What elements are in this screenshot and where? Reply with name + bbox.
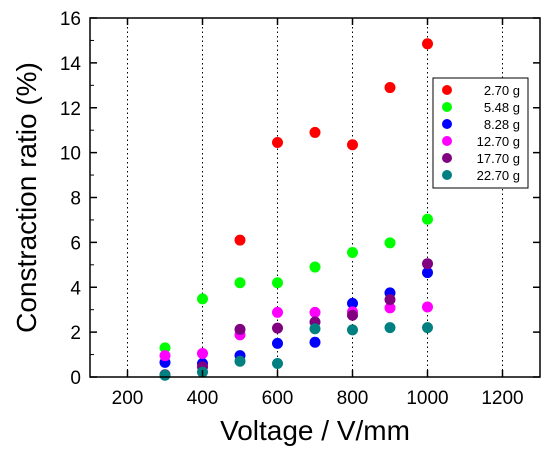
legend-entry: 8.28 g (484, 117, 520, 132)
data-point (347, 309, 358, 321)
data-point (272, 322, 283, 334)
data-point (234, 234, 246, 246)
data-point (272, 306, 283, 318)
x-tick-label: 600 (262, 388, 294, 409)
data-point (234, 323, 246, 335)
data-point (422, 213, 433, 225)
x-tick-label: 1200 (481, 388, 523, 409)
legend-entry: 22.70 g (477, 168, 520, 183)
data-point (422, 322, 433, 334)
legend-entry: 2.70 g (484, 83, 520, 98)
legend-entry: 17.70 g (477, 151, 520, 166)
x-tick-label: 200 (112, 388, 144, 409)
data-point (384, 302, 396, 314)
x-tick-label: 400 (187, 388, 219, 409)
y-tick-label: 16 (60, 9, 81, 30)
legend-marker (442, 102, 452, 112)
x-tick-label: 1000 (406, 388, 448, 409)
legend-marker (442, 170, 452, 180)
legend-entry: 12.70 g (477, 134, 520, 149)
data-point (309, 306, 321, 318)
data-point (422, 258, 433, 270)
data-point (384, 237, 396, 249)
data-point (272, 277, 283, 289)
data-point (309, 126, 321, 138)
y-tick-label: 12 (60, 99, 81, 120)
y-tick-label: 10 (60, 144, 81, 165)
data-point (159, 350, 171, 362)
y-tick-label: 14 (60, 54, 82, 75)
data-point (234, 277, 246, 289)
y-tick-label: 0 (70, 368, 81, 389)
legend-marker (442, 119, 452, 129)
data-point (422, 267, 433, 279)
data-point (309, 336, 321, 348)
data-point (272, 137, 283, 149)
y-tick-label: 6 (70, 233, 81, 254)
legend-entry: 5.48 g (484, 100, 520, 115)
legend-marker (442, 136, 452, 146)
legend-box (432, 77, 529, 189)
legend-marker (442, 153, 452, 163)
data-point (347, 324, 358, 336)
y-tick-label: 8 (70, 189, 81, 210)
x-tick-label: 800 (337, 388, 369, 409)
legend-marker (442, 85, 452, 95)
data-point (422, 301, 433, 313)
data-point (347, 246, 358, 258)
data-point (197, 293, 208, 305)
data-points (159, 38, 433, 381)
data-point (384, 82, 396, 94)
y-axis-title: Constraction ratio (%) (11, 62, 42, 333)
data-point (234, 355, 246, 367)
data-point (384, 294, 396, 306)
legend: 2.70 g 5.48 g 8.28 g 12.70 g 17.70 g 22.70 g (432, 77, 529, 189)
y-tick-label: 4 (70, 278, 81, 299)
data-point (159, 342, 171, 354)
data-point (422, 38, 433, 50)
data-point (197, 347, 208, 359)
y-tick-label: 2 (70, 323, 81, 344)
data-point (347, 139, 358, 151)
tick-labels: 200 400 600 800 1000 1200 0 2 4 6 8 10 12 14 16 (60, 9, 524, 409)
data-point (309, 323, 321, 335)
data-point (309, 261, 321, 273)
data-point (347, 297, 358, 309)
data-point (384, 322, 396, 334)
axis-ticks (90, 17, 540, 378)
x-axis-title: Voltage / V/mm (220, 415, 410, 446)
data-point (272, 358, 283, 370)
data-point (159, 369, 171, 381)
data-point (272, 337, 283, 349)
